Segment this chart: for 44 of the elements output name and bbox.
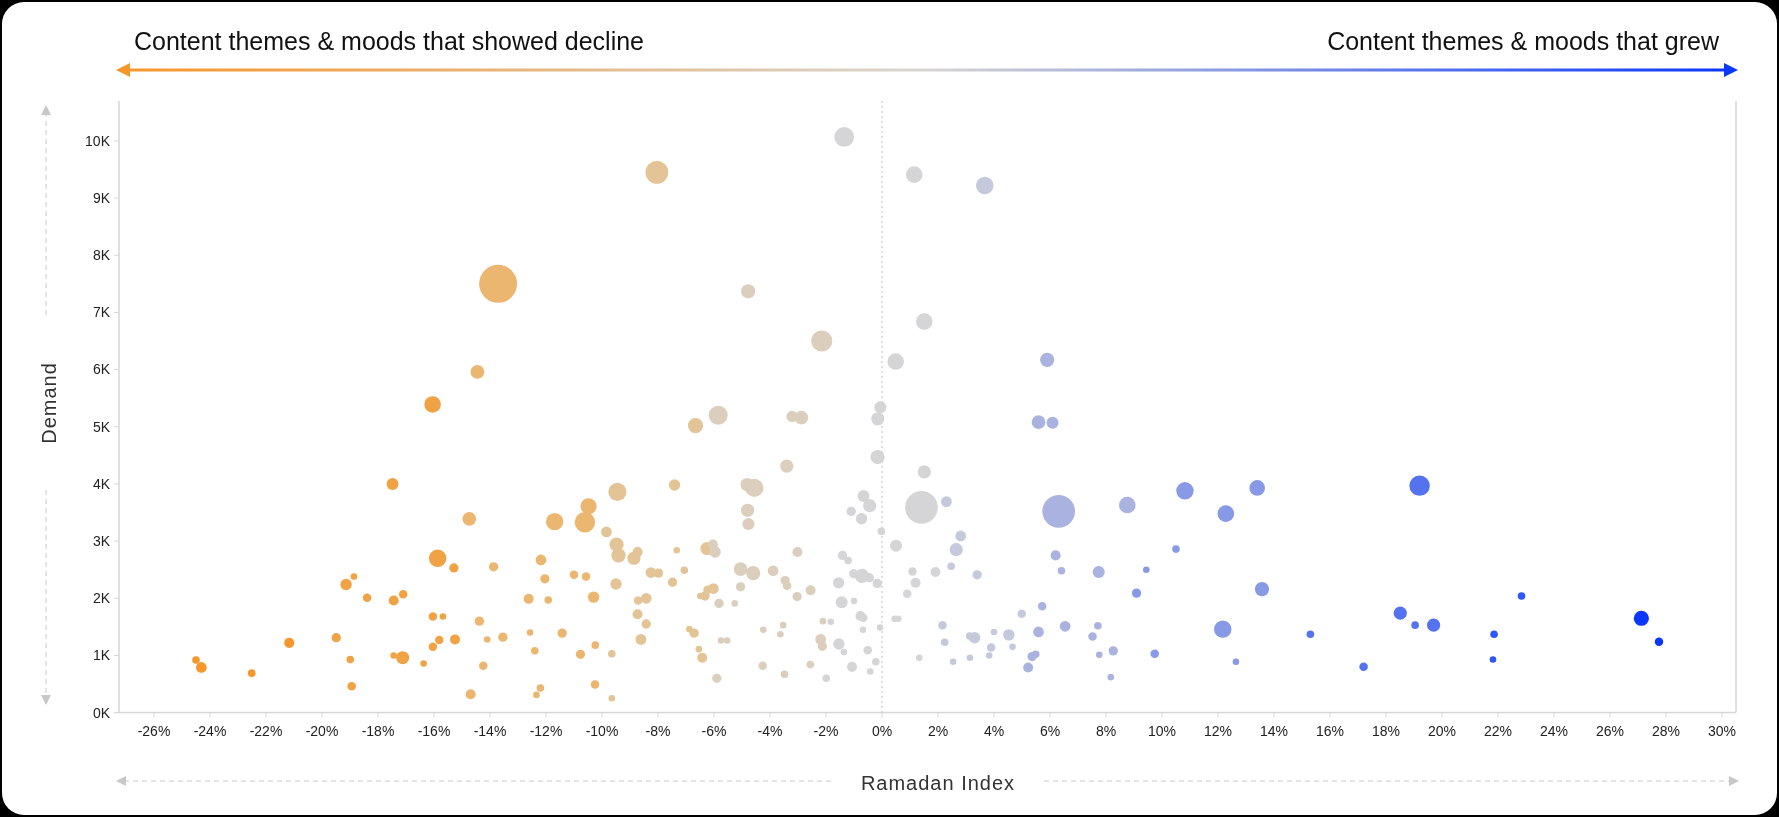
x-tick-label: 22% <box>1483 722 1513 739</box>
y-tick-label: 7K <box>92 304 111 321</box>
y-tick-label: 6K <box>92 361 111 378</box>
x-tick-label: 0% <box>871 722 893 739</box>
x-tick-label: -10% <box>585 722 619 739</box>
y-tick-label: 3K <box>92 533 111 549</box>
x-tick-label: -18% <box>361 722 395 739</box>
x-tick-label: -4% <box>757 722 783 739</box>
x-tick-label: -6% <box>701 722 727 739</box>
x-tick-label: -14% <box>473 722 507 739</box>
x-tick-label: 2% <box>927 722 949 739</box>
x-tick-label: 20% <box>1427 722 1457 739</box>
y-tick-label: 1K <box>92 647 111 664</box>
x-tick-label: -8% <box>645 722 671 739</box>
x-tick-label: 8% <box>1095 722 1117 739</box>
y-tick-label: 9K <box>92 189 111 206</box>
x-tick-label: -20% <box>305 722 339 739</box>
y-tick-label: 10K <box>85 132 111 149</box>
y-tick-label: 5K <box>92 418 111 435</box>
x-tick-label: 26% <box>1595 722 1625 739</box>
x-tick-label: -16% <box>417 722 451 739</box>
y-tick-label: 2K <box>92 590 111 607</box>
x-tick-label: 10% <box>1147 722 1177 739</box>
x-tick-label: 30% <box>1707 722 1737 739</box>
y-tick-label: 8K <box>92 247 111 264</box>
x-tick-label: 4% <box>983 722 1005 739</box>
y-tick-label: 0K <box>92 704 111 721</box>
y-tick-label: 4K <box>92 475 111 492</box>
x-tick-label: 16% <box>1315 722 1345 739</box>
x-tick-label: 14% <box>1259 722 1289 739</box>
x-tick-label: -2% <box>813 722 839 739</box>
x-tick-label: 18% <box>1371 722 1401 739</box>
x-tick-label: -12% <box>529 722 563 739</box>
text: Content themes & moods that showed decline <box>134 27 645 55</box>
text: Content themes & moods that grew <box>1327 27 1720 55</box>
x-tick-label: -26% <box>137 722 171 739</box>
x-tick-label: 24% <box>1539 722 1569 739</box>
x-tick-label: 12% <box>1203 722 1233 739</box>
x-tick-label: -24% <box>193 722 227 739</box>
x-tick-label: 6% <box>1039 722 1061 739</box>
x-tick-label: -22% <box>249 722 283 739</box>
y-axis-title: Demand <box>38 362 60 444</box>
x-axis-title: Ramadan Index <box>860 772 1016 794</box>
x-tick-label: 28% <box>1651 722 1681 739</box>
